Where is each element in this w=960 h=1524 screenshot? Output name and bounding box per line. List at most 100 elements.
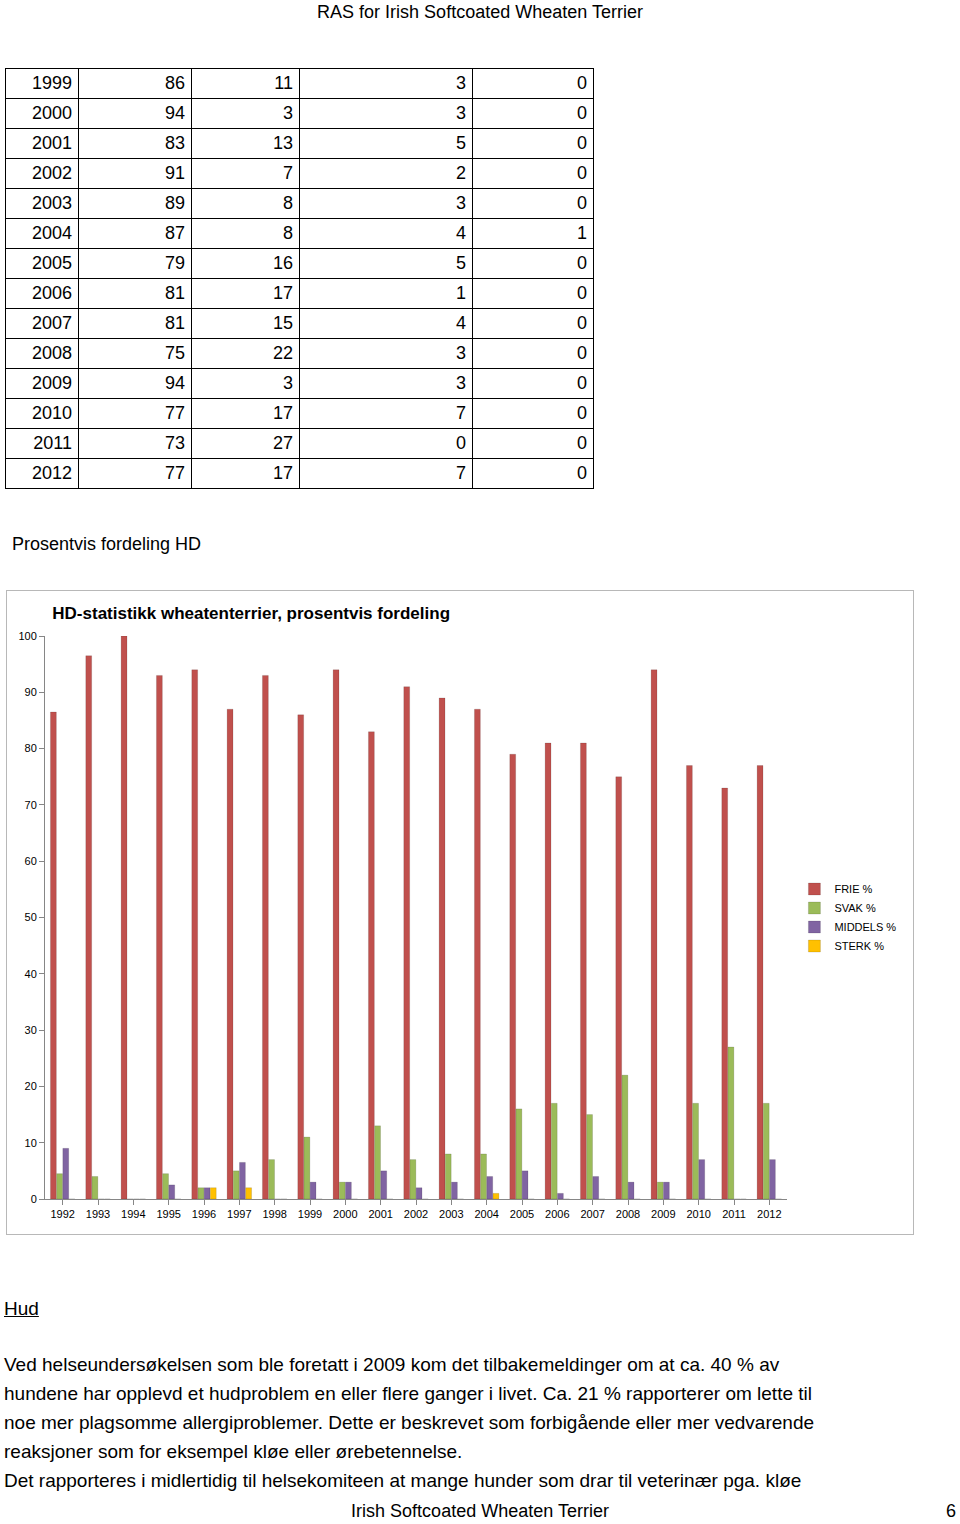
html-text:75: 75 [165,343,185,363]
html-text:5: 5 [456,133,466,153]
svg-text:80: 80 [25,742,37,754]
svg-text:MIDDELS %: MIDDELS % [834,921,896,933]
svg-text:2010: 2010 [686,1208,710,1220]
html-text:2006: 2006 [32,283,72,303]
html-text:3: 3 [456,103,466,123]
html-text:15: 15 [273,313,293,333]
html-text:8: 8 [283,193,293,213]
svg-text:20: 20 [25,1080,37,1092]
html-text:2010: 2010 [32,403,72,423]
svg-text:100: 100 [18,630,36,642]
html-text:89: 89 [165,193,185,213]
html-text:hundene har opplevd et hudprob: hundene har opplevd et hudproblem en ell… [4,1383,812,1404]
html-text:3: 3 [456,193,466,213]
svg-text:2001: 2001 [368,1208,392,1220]
html-text:91: 91 [165,163,185,183]
svg-text:2002: 2002 [404,1208,428,1220]
svg-text:2000: 2000 [333,1208,357,1220]
html-text:0: 0 [577,133,587,153]
svg-text:FRIE %: FRIE % [834,883,872,895]
html-text:reaksjoner som for eksempel kl: reaksjoner som for eksempel kløe eller ø… [4,1441,463,1462]
svg-text:1996: 1996 [192,1208,216,1220]
html-text:87: 87 [165,223,185,243]
html-text:Hud: Hud [4,1298,39,1319]
html-text:22: 22 [273,343,293,363]
svg-text:2012: 2012 [757,1208,781,1220]
html-text:2000: 2000 [32,103,72,123]
html-text:94: 94 [165,373,185,393]
html-text:0: 0 [577,163,587,183]
html-text:RAS for Irish Softcoated Wheat: RAS for Irish Softcoated Wheaten Terrier [317,2,643,22]
html-text:2009: 2009 [32,373,72,393]
svg-text:1999: 1999 [298,1208,322,1220]
html-text:77: 77 [165,463,185,483]
html-text:Prosentvis fordeling HD: Prosentvis fordeling HD [12,534,202,554]
html-text:Irish Softcoated Wheaten Terri: Irish Softcoated Wheaten Terrier [351,1501,609,1521]
html-text:2: 2 [456,163,466,183]
svg-text:0: 0 [31,1193,37,1205]
html-text:5: 5 [456,253,466,273]
html-text:0: 0 [577,73,587,93]
html-text:73: 73 [165,433,185,453]
html-text:2004: 2004 [32,223,72,243]
svg-text:30: 30 [25,1024,37,1036]
svg-text:60: 60 [25,855,37,867]
html-text:2001: 2001 [32,133,72,153]
html-text:79: 79 [165,253,185,273]
html-text:1: 1 [577,223,587,243]
html-text:4: 4 [456,223,466,243]
html-text:2007: 2007 [32,313,72,333]
html-text:Ved helseundersøkelsen som ble: Ved helseundersøkelsen som ble foretatt … [4,1354,780,1375]
html-text:17: 17 [273,463,293,483]
html-text:2011: 2011 [33,433,72,453]
svg-text:40: 40 [25,968,37,980]
svg-text:2006: 2006 [545,1208,569,1220]
html-text:3: 3 [283,103,293,123]
html-text:7: 7 [283,163,293,183]
html-text:83: 83 [165,133,185,153]
html-text:77: 77 [165,403,185,423]
html-text:86: 86 [165,73,185,93]
html-text:16: 16 [273,253,293,273]
html-text:94: 94 [165,103,185,123]
svg-text:1992: 1992 [50,1208,74,1220]
svg-text:70: 70 [25,799,37,811]
html-text:17: 17 [273,403,293,423]
svg-text:HD-statistikk wheatenterrier,: HD-statistikk wheatenterrier, prosentvis… [52,604,450,623]
svg-text:2008: 2008 [616,1208,640,1220]
svg-text:90: 90 [25,686,37,698]
svg-text:1997: 1997 [227,1208,251,1220]
svg-text:1993: 1993 [86,1208,110,1220]
html-text:13: 13 [273,133,293,153]
html-text:2008: 2008 [32,343,72,363]
html-text:2012: 2012 [32,463,72,483]
html-text:Det rapporteres i midlertidig: Det rapporteres i midlertidig til helsek… [4,1470,802,1491]
html-text:81: 81 [165,283,185,303]
svg-text:2011: 2011 [722,1208,746,1220]
html-text:0: 0 [577,103,587,123]
svg-text:1995: 1995 [156,1208,180,1220]
html-text:2003: 2003 [32,193,72,213]
svg-text:1998: 1998 [262,1208,286,1220]
svg-text:2005: 2005 [510,1208,534,1220]
html-text:11: 11 [274,73,293,93]
svg-text:2004: 2004 [474,1208,498,1220]
html-text:0: 0 [577,193,587,213]
svg-text:2007: 2007 [580,1208,604,1220]
html-text:1999: 1999 [32,73,72,93]
html-text:2002: 2002 [32,163,72,183]
svg-text:2009: 2009 [651,1208,675,1220]
html-text:8: 8 [283,223,293,243]
svg-text:50: 50 [25,911,37,923]
html-text:2005: 2005 [32,253,72,273]
html-text:noe mer plagsomme allergiprobl: noe mer plagsomme allergiproblemer. Dett… [4,1412,814,1433]
svg-text:1994: 1994 [121,1208,145,1220]
html-text:81: 81 [165,313,185,333]
html-text:27: 27 [273,433,293,453]
html-text:17: 17 [273,283,293,303]
svg-text:2003: 2003 [439,1208,463,1220]
svg-text:STERK %: STERK % [834,940,884,952]
svg-text:SVAK %: SVAK % [834,902,876,914]
html-text:3: 3 [456,73,466,93]
svg-text:10: 10 [25,1137,37,1149]
